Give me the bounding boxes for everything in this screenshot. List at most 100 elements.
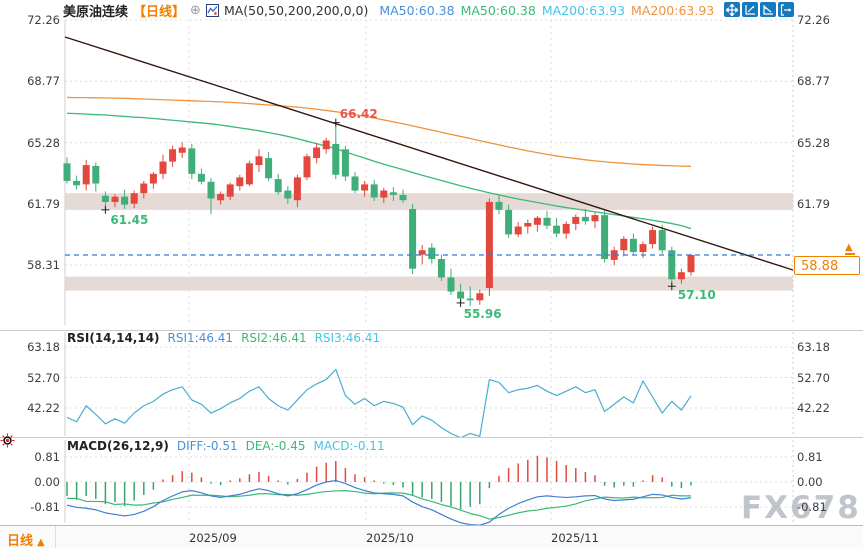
macd-panel[interactable]	[0, 438, 863, 525]
y-axis-label: 58.31	[27, 258, 60, 272]
date-label: 2025/11	[551, 531, 599, 545]
rsi-axis-label: 63.18	[27, 340, 60, 354]
candle-body	[687, 254, 695, 273]
y-axis-label: 65.28	[797, 135, 830, 150]
candle-body	[581, 216, 589, 222]
candle-body	[505, 209, 513, 235]
candle-body	[658, 230, 666, 251]
axis-expand-icon[interactable]	[742, 2, 758, 17]
rsi-axis-label: 52.70	[797, 370, 830, 385]
candle-body	[197, 173, 205, 182]
price-annotation: 57.10	[677, 288, 716, 303]
rsi-panel[interactable]	[0, 330, 863, 438]
instrument-title: 美原油连续	[63, 5, 129, 20]
candle-body	[332, 143, 340, 175]
candle-body	[111, 196, 119, 202]
legend-value: RSI1:46.41	[167, 331, 234, 345]
ma200-line	[66, 96, 692, 167]
candle-body	[476, 293, 484, 301]
candle-body	[130, 193, 138, 204]
candle-body	[485, 201, 493, 289]
candle-body	[313, 147, 321, 159]
candle-body	[169, 149, 177, 162]
candle-body	[380, 190, 388, 198]
y-axis-label: 61.79	[27, 196, 60, 211]
price-annotation: 66.42	[339, 106, 378, 121]
candle-body	[591, 215, 599, 222]
rsi-name: RSI(14,14,14)	[67, 331, 160, 345]
candlestick-chart-icon[interactable]	[205, 4, 219, 17]
legend-value: MA200:63.93	[631, 3, 715, 18]
candle-body	[514, 226, 522, 235]
add-indicator-icon[interactable]: ⊕	[190, 3, 201, 18]
legend-value: RSI2:46.41	[241, 331, 307, 345]
candle-body	[418, 250, 426, 255]
rsi-axis-label: 63.18	[797, 340, 830, 354]
pan-right-icon[interactable]	[778, 2, 794, 17]
crosshair-target-icon[interactable]	[0, 433, 15, 452]
candle-body	[341, 149, 349, 177]
trendline	[64, 36, 794, 271]
candle-body	[274, 179, 282, 193]
legend-value: DEA:-0.45	[245, 439, 306, 453]
candle-body	[495, 201, 503, 210]
chart-header: 美原油连续 【日线】 ⊕ MA(50,50,200,200,0,0) MA50:…	[63, 1, 714, 20]
candle-body	[649, 230, 657, 245]
candle-body	[236, 177, 244, 187]
rsi-values: RSI1:46.41 RSI2:46.41 RSI3:46.41	[160, 331, 381, 345]
main-price-chart[interactable]	[0, 0, 863, 330]
move-icon[interactable]	[724, 2, 740, 17]
y-axis-label: 65.28	[27, 135, 60, 150]
rsi-axis-label: 42.22	[27, 401, 60, 415]
macd-legend: MACD(26,12,9) DIFF:-0.51 DEA:-0.45 MACD:-0.…	[67, 439, 385, 453]
dea-line	[67, 490, 691, 520]
period-selector[interactable]: 日线 ▲	[7, 534, 45, 548]
price-annotation: 55.96	[463, 306, 502, 321]
diff-line	[66, 479, 692, 525]
candle-body	[668, 250, 676, 280]
candle-body	[399, 194, 407, 201]
candle-body	[207, 181, 215, 199]
candle-body	[188, 148, 196, 174]
candle-body	[82, 165, 90, 185]
macd-axis-label: 0.00	[34, 475, 60, 489]
candle-body	[629, 238, 637, 253]
candle-body	[226, 184, 234, 197]
chart-toolbar	[724, 2, 794, 17]
candle-body	[428, 247, 436, 260]
candle-body	[524, 223, 532, 227]
candle-body	[370, 184, 378, 198]
candle-body	[159, 161, 167, 174]
candle-body	[245, 163, 253, 185]
y-axis-label: 68.77	[797, 74, 830, 89]
candle-body	[677, 272, 685, 280]
candle-body	[149, 173, 157, 184]
candle-body	[293, 177, 301, 201]
candle-body	[457, 291, 465, 299]
candle-body	[217, 194, 225, 201]
candle-body	[265, 158, 273, 179]
legend-value: RSI3:46.41	[314, 331, 381, 345]
axis-scale-icon[interactable]	[760, 2, 776, 17]
macd-axis-label: 0.81	[34, 450, 60, 464]
legend-value: MA50:60.38	[379, 3, 455, 18]
macd-axis-label: -0.81	[797, 499, 827, 514]
period-tag: 【日线】	[133, 5, 186, 20]
candle-body	[73, 180, 81, 186]
candle-body	[562, 223, 570, 234]
macd-axis-label: -0.81	[30, 499, 60, 514]
candle-body	[140, 183, 148, 194]
ma50-line	[66, 112, 692, 230]
candle-body	[389, 192, 397, 195]
candle-body	[553, 225, 561, 234]
legend-value: MA50:60.38	[460, 3, 536, 18]
macd-axis-label: 0.81	[797, 450, 823, 464]
candle-body	[437, 259, 445, 278]
y-axis-label: 68.77	[27, 74, 60, 89]
macd-name: MACD(26,12,9)	[67, 439, 169, 453]
candle-body	[322, 140, 330, 150]
candle-body	[92, 165, 100, 184]
legend-value: DIFF:-0.51	[176, 439, 238, 453]
fx678-watermark: FX678	[741, 490, 861, 526]
